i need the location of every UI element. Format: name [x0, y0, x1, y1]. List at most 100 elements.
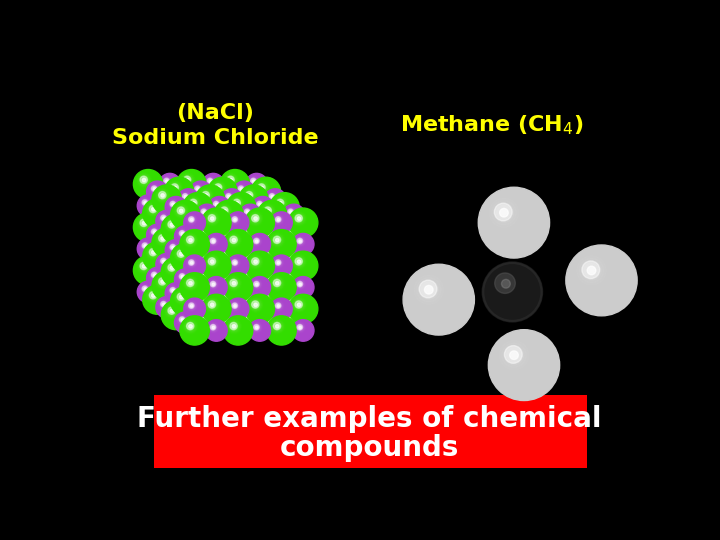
- Circle shape: [151, 207, 155, 211]
- Circle shape: [144, 245, 146, 247]
- Circle shape: [258, 202, 262, 206]
- Circle shape: [151, 294, 155, 298]
- Circle shape: [225, 301, 230, 305]
- Circle shape: [204, 258, 210, 264]
- Circle shape: [229, 265, 233, 268]
- Circle shape: [218, 269, 240, 291]
- Circle shape: [201, 274, 204, 277]
- Circle shape: [166, 180, 168, 183]
- Circle shape: [217, 208, 222, 213]
- Circle shape: [150, 249, 156, 255]
- Circle shape: [174, 230, 176, 232]
- Circle shape: [248, 280, 251, 284]
- Circle shape: [246, 254, 248, 256]
- Circle shape: [161, 300, 191, 330]
- Circle shape: [256, 222, 262, 228]
- Circle shape: [192, 201, 196, 205]
- Circle shape: [251, 287, 253, 289]
- Circle shape: [140, 262, 148, 269]
- Circle shape: [280, 268, 283, 270]
- Circle shape: [215, 185, 222, 191]
- Circle shape: [256, 308, 262, 314]
- Circle shape: [288, 231, 292, 234]
- Circle shape: [292, 233, 314, 255]
- Circle shape: [299, 240, 302, 242]
- Circle shape: [149, 248, 157, 256]
- Circle shape: [164, 200, 168, 204]
- Circle shape: [205, 276, 228, 298]
- Circle shape: [204, 237, 208, 240]
- Circle shape: [192, 245, 194, 247]
- Circle shape: [217, 186, 220, 190]
- Circle shape: [256, 266, 261, 270]
- Circle shape: [233, 286, 240, 293]
- Circle shape: [235, 201, 239, 205]
- Circle shape: [236, 245, 238, 247]
- Circle shape: [173, 251, 179, 256]
- Circle shape: [178, 189, 199, 211]
- Circle shape: [189, 238, 192, 242]
- Circle shape: [281, 225, 282, 227]
- Text: (NaCl): (NaCl): [176, 103, 254, 123]
- Circle shape: [221, 189, 243, 211]
- Circle shape: [202, 234, 210, 242]
- Circle shape: [289, 254, 292, 256]
- Circle shape: [171, 224, 173, 226]
- Circle shape: [230, 304, 252, 326]
- Circle shape: [171, 202, 174, 206]
- Circle shape: [212, 326, 215, 329]
- Circle shape: [147, 181, 168, 202]
- Circle shape: [183, 236, 212, 265]
- Circle shape: [230, 236, 238, 244]
- Circle shape: [253, 224, 254, 225]
- Circle shape: [165, 179, 169, 184]
- Circle shape: [212, 326, 215, 329]
- Circle shape: [189, 281, 192, 285]
- Circle shape: [153, 274, 155, 276]
- Circle shape: [271, 195, 274, 198]
- Circle shape: [251, 286, 255, 290]
- Circle shape: [267, 231, 271, 236]
- Circle shape: [192, 288, 195, 291]
- Circle shape: [255, 283, 258, 286]
- Circle shape: [215, 228, 222, 234]
- Circle shape: [208, 264, 238, 293]
- Circle shape: [201, 274, 205, 278]
- Circle shape: [174, 229, 177, 233]
- Circle shape: [257, 223, 261, 226]
- Circle shape: [222, 295, 227, 299]
- Circle shape: [213, 245, 219, 250]
- Circle shape: [298, 261, 300, 262]
- Circle shape: [264, 293, 271, 300]
- Circle shape: [258, 244, 287, 273]
- Circle shape: [255, 289, 276, 310]
- Circle shape: [279, 287, 282, 292]
- Circle shape: [247, 298, 248, 299]
- Circle shape: [218, 295, 221, 298]
- Circle shape: [168, 289, 190, 310]
- Circle shape: [253, 281, 259, 287]
- Circle shape: [195, 186, 200, 191]
- Circle shape: [196, 204, 218, 226]
- Circle shape: [215, 203, 217, 206]
- Circle shape: [261, 251, 265, 256]
- Circle shape: [274, 322, 281, 330]
- Circle shape: [143, 244, 148, 248]
- Circle shape: [258, 270, 265, 278]
- Circle shape: [231, 280, 237, 286]
- Circle shape: [187, 280, 194, 286]
- Circle shape: [298, 218, 300, 220]
- Circle shape: [226, 193, 256, 222]
- Circle shape: [212, 221, 219, 228]
- Circle shape: [230, 261, 252, 283]
- Circle shape: [161, 194, 163, 197]
- Circle shape: [211, 304, 213, 306]
- Circle shape: [233, 239, 235, 241]
- Circle shape: [276, 218, 281, 222]
- Circle shape: [260, 272, 264, 276]
- Circle shape: [279, 223, 284, 228]
- Circle shape: [243, 273, 249, 279]
- Circle shape: [271, 196, 273, 197]
- Circle shape: [195, 229, 200, 234]
- Circle shape: [261, 295, 264, 298]
